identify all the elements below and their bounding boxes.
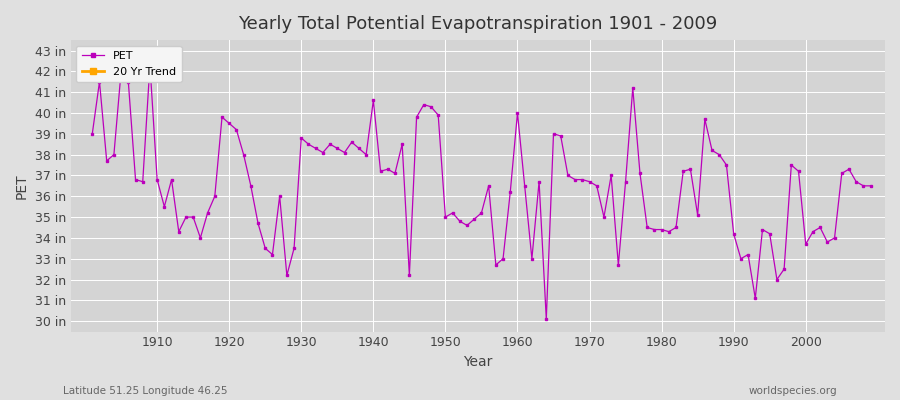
Text: worldspecies.org: worldspecies.org — [749, 386, 837, 396]
Text: Latitude 51.25 Longitude 46.25: Latitude 51.25 Longitude 46.25 — [63, 386, 228, 396]
Title: Yearly Total Potential Evapotranspiration 1901 - 2009: Yearly Total Potential Evapotranspiratio… — [238, 15, 717, 33]
PET — [354, 146, 364, 151]
PET — [310, 146, 321, 151]
PET — [541, 317, 552, 322]
Line: PET: PET — [91, 64, 872, 320]
X-axis label: Year: Year — [464, 355, 492, 369]
PET — [613, 262, 624, 267]
PET — [865, 184, 876, 188]
PET — [512, 110, 523, 115]
Y-axis label: PET: PET — [15, 173, 29, 199]
PET — [87, 131, 98, 136]
PET — [152, 177, 163, 182]
PET — [519, 184, 530, 188]
PET — [145, 63, 156, 68]
Legend: PET, 20 Yr Trend: PET, 20 Yr Trend — [76, 46, 182, 82]
